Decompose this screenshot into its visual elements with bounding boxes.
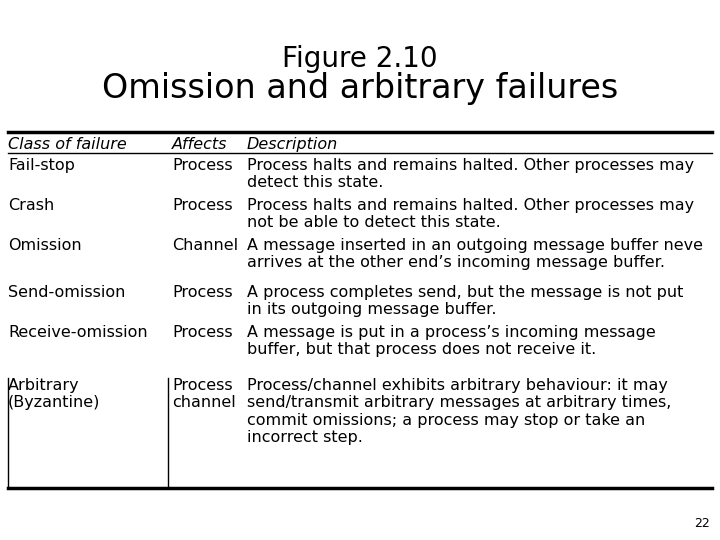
Text: Affects: Affects [172, 137, 228, 152]
Text: Omission and arbitrary failures: Omission and arbitrary failures [102, 72, 618, 105]
Text: Send-omission: Send-omission [8, 285, 125, 300]
Text: Channel: Channel [172, 238, 238, 253]
Text: Figure 2.10: Figure 2.10 [282, 45, 438, 73]
Text: Process/channel exhibits arbitrary behaviour: it may
send/transmit arbitrary mes: Process/channel exhibits arbitrary behav… [247, 378, 671, 445]
Text: Process: Process [172, 325, 233, 340]
Text: Omission: Omission [8, 238, 81, 253]
Text: Process halts and remains halted. Other processes may
detect this state.: Process halts and remains halted. Other … [247, 158, 694, 191]
Text: A process completes send, but the message is not put
in its outgoing message buf: A process completes send, but the messag… [247, 285, 683, 318]
Text: Process halts and remains halted. Other processes may
not be able to detect this: Process halts and remains halted. Other … [247, 198, 694, 231]
Text: Process: Process [172, 158, 233, 173]
Text: Crash: Crash [8, 198, 54, 213]
Text: Process
channel: Process channel [172, 378, 235, 410]
Text: Description: Description [247, 137, 338, 152]
Text: 22: 22 [694, 517, 710, 530]
Text: A message inserted in an outgoing message buffer neve
arrives at the other end’s: A message inserted in an outgoing messag… [247, 238, 703, 271]
Text: A message is put in a process’s incoming message
buffer, but that process does n: A message is put in a process’s incoming… [247, 325, 656, 357]
Text: Process: Process [172, 198, 233, 213]
Text: Class of failure: Class of failure [8, 137, 127, 152]
Text: Process: Process [172, 285, 233, 300]
Text: Receive-omission: Receive-omission [8, 325, 148, 340]
Text: Arbitrary
(Byzantine): Arbitrary (Byzantine) [8, 378, 100, 410]
Text: Fail-stop: Fail-stop [8, 158, 75, 173]
